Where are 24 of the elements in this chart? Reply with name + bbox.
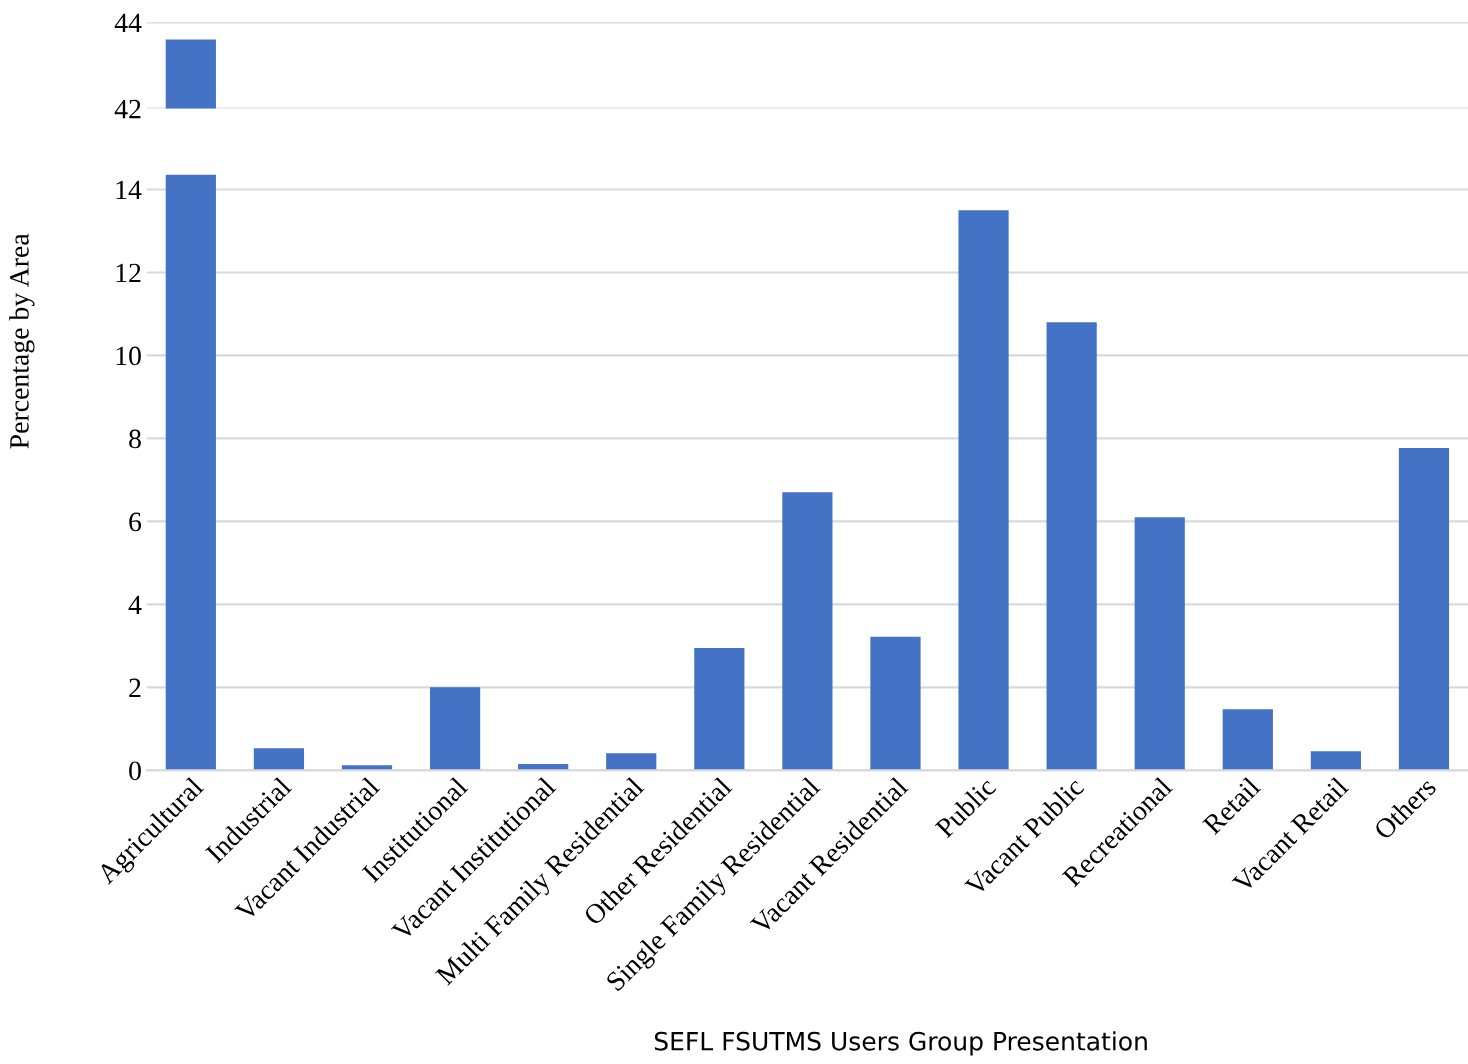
y-tick-label: 44	[114, 13, 142, 32]
y-axis-title: Percentage by Area	[9, 233, 35, 449]
bar	[870, 636, 921, 771]
text: SEFL FSUTMS Users Group Presentation	[654, 1031, 1147, 1056]
bar	[1134, 517, 1185, 771]
bar	[1310, 751, 1361, 771]
y-tick-label: 4	[128, 595, 142, 614]
bar	[782, 492, 833, 771]
y-tick-label: 8	[129, 429, 141, 449]
y-tick-label: 42	[114, 99, 141, 119]
bar	[165, 174, 216, 771]
bar	[1046, 322, 1097, 771]
y-tick-label: 6	[129, 512, 142, 532]
bar	[253, 748, 305, 771]
bar	[694, 647, 745, 771]
bar	[1398, 447, 1450, 771]
bar	[1222, 709, 1273, 771]
y-tick-label: 2	[129, 678, 141, 697]
y-tick-label: 10	[116, 346, 141, 366]
y-tick-label: 12	[116, 263, 141, 283]
bar	[606, 753, 657, 771]
bar	[958, 210, 1009, 771]
bar	[429, 687, 481, 771]
y-tick-label: 14	[116, 180, 142, 200]
